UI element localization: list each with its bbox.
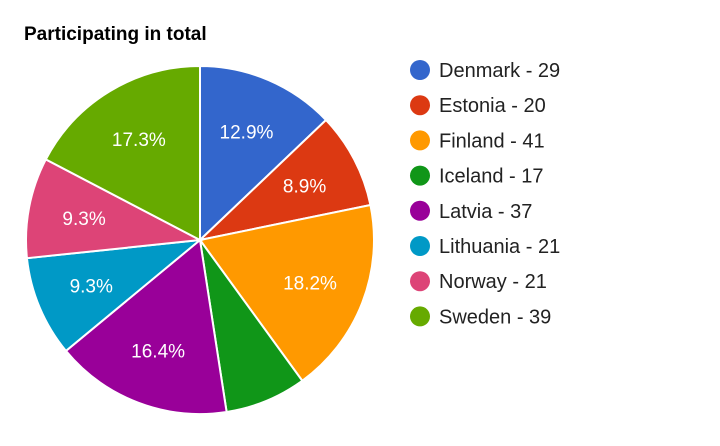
pie-slice-labels: 12.9% 8.9% 18.2% 16.4% 9.3% 9.3% 17.3% [62,123,337,363]
pie-slice [25,158,204,260]
legend-item: Norway - 21 [439,271,547,293]
chart-title: Participating in total [24,24,207,45]
legend-marker [410,200,430,221]
legend-marker [410,236,430,256]
legend: Denmark - 29 Estonia - 20 Finland - 41 Icel… [410,60,560,328]
legend-item: Lithuania - 21 [439,236,560,258]
slice-label: 9.3% [62,209,105,230]
slice-label: 9.3% [70,277,113,298]
pie-slice [199,64,328,243]
legend-marker [410,60,430,80]
legend-marker [410,165,430,186]
legend-item: Estonia - 20 [439,95,546,117]
legend-marker [410,95,430,116]
legend-marker [410,130,430,151]
pie-slices [25,64,375,415]
pie-slice [196,118,372,242]
slice-label: 16.4% [131,341,185,362]
pie-slice [44,64,201,242]
pie-slice [64,238,228,415]
legend-item: Finland - 41 [439,130,545,152]
slice-label: 12.9% [220,123,274,144]
pie-slice [25,238,204,353]
legend-item: Iceland - 17 [439,166,544,188]
slice-label: 17.3% [112,130,166,151]
legend-item: Sweden - 39 [439,306,551,328]
legend-item: Denmark - 29 [439,60,560,82]
slice-label: 18.2% [283,274,337,295]
legend-marker [410,271,430,292]
legend-item: Latvia - 37 [439,201,532,223]
legend-marker [410,306,430,327]
slice-label: 8.9% [283,176,326,197]
pie-slice [198,203,375,383]
